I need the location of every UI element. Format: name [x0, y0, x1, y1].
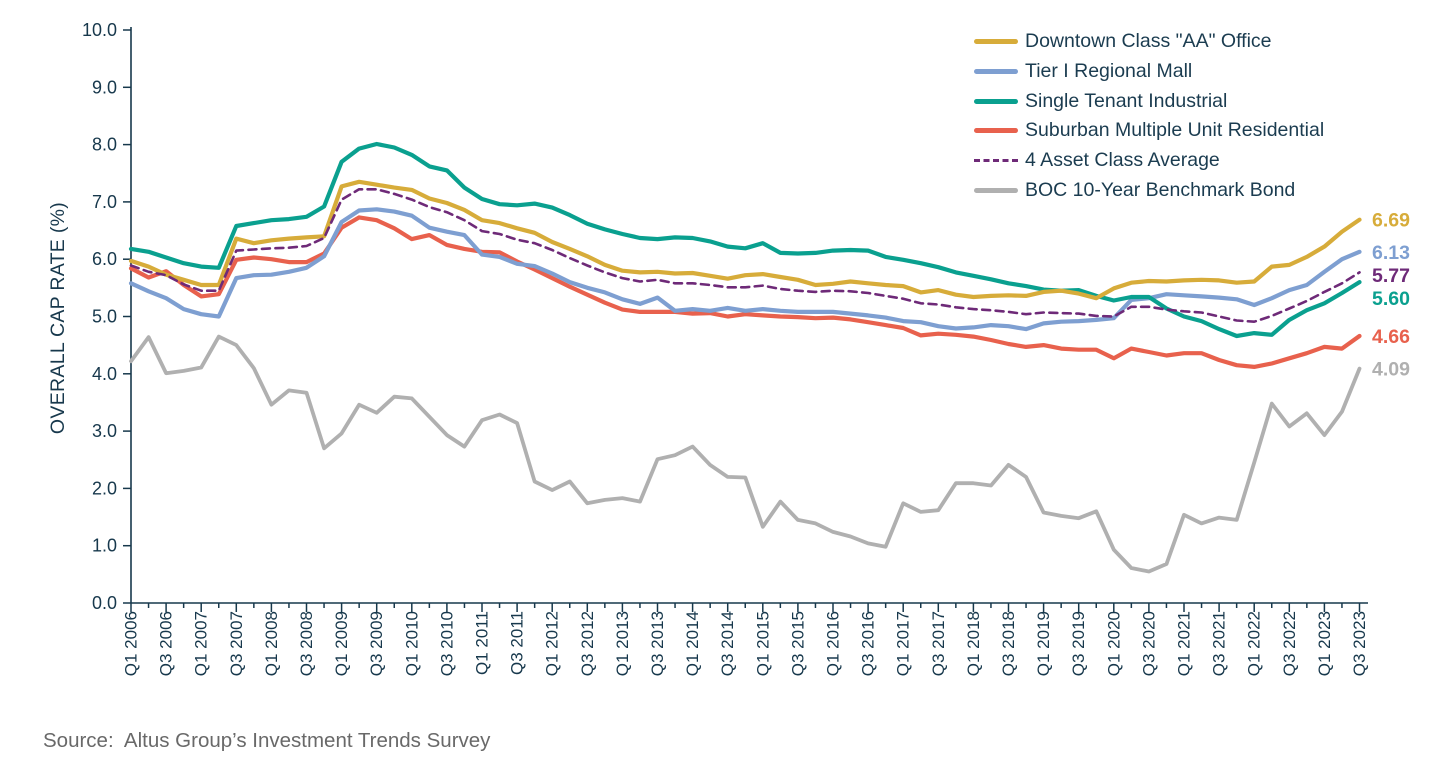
- legend-swatch-4-asset-class-average: [974, 159, 1018, 163]
- legend-label: 4 Asset Class Average: [1025, 149, 1220, 172]
- series-line-4-asset-class-average: [129, 188, 1361, 324]
- x-tick-label: Q3 2007: [227, 611, 246, 676]
- legend-label: Suburban Multiple Unit Residential: [1025, 119, 1325, 142]
- x-tick-label: Q1 2013: [613, 611, 632, 676]
- series-line-downtown-class-aa-office: [128, 179, 1362, 301]
- end-value-tier-i-regional-mall: 6.13: [1372, 242, 1410, 264]
- y-tick-label: 1.0: [92, 536, 117, 556]
- x-tick-label: Q3 2015: [788, 611, 807, 676]
- legend-label: Tier I Regional Mall: [1025, 60, 1193, 83]
- legend-item-boc-10-year-benchmark-bond: BOC 10-Year Benchmark Bond: [974, 175, 1324, 205]
- x-tick-label: Q1 2016: [824, 611, 843, 676]
- x-tick-label: Q3 2022: [1280, 611, 1299, 676]
- x-tick-label: Q3 2021: [1210, 611, 1229, 676]
- y-tick-label: 5.0: [92, 307, 117, 327]
- legend-item-single-tenant-industrial: Single Tenant Industrial: [974, 86, 1324, 116]
- x-tick-label: Q1 2015: [753, 611, 772, 676]
- legend-item-4-asset-class-average: 4 Asset Class Average: [974, 146, 1324, 176]
- x-tick-label: Q1 2009: [332, 611, 351, 676]
- x-tick-label: Q1 2018: [964, 611, 983, 676]
- y-tick-label: 0.0: [92, 593, 117, 613]
- x-tick-label: Q1 2012: [543, 611, 562, 676]
- x-tick-label: Q1 2014: [683, 611, 702, 676]
- x-tick-label: Q3 2017: [929, 611, 948, 676]
- x-tick-label: Q3 2012: [578, 611, 597, 676]
- x-tick-label: Q3 2023: [1350, 611, 1369, 676]
- x-tick-label: Q1 2019: [1034, 611, 1053, 676]
- series-line-tier-i-regional-mall: [128, 207, 1362, 332]
- y-tick-label: 3.0: [92, 421, 117, 441]
- x-tick-label: Q1 2007: [192, 611, 211, 676]
- x-tick-label: Q3 2019: [1069, 611, 1088, 676]
- legend-swatch-tier-i-regional-mall: [974, 69, 1018, 75]
- series-line-suburban-multiple-unit-residential: [128, 215, 1362, 369]
- x-tick-label: Q1 2011: [473, 611, 492, 675]
- x-tick-label: Q1 2020: [1104, 611, 1123, 676]
- end-value-downtown-class-aa-office: 6.69: [1372, 210, 1410, 232]
- series-line-boc-10-year-benchmark-bond: [129, 334, 1362, 574]
- x-tick-label: Q1 2022: [1245, 611, 1264, 676]
- x-tick-label: Q1 2017: [894, 611, 913, 676]
- legend-swatch-single-tenant-industrial: [974, 98, 1018, 104]
- end-value-boc-10-year-benchmark-bond: 4.09: [1372, 359, 1410, 381]
- end-value-4-asset-class-average: 5.77: [1372, 265, 1410, 287]
- x-tick-label: Q1 2010: [402, 611, 421, 676]
- x-tick-label: Q3 2020: [1139, 611, 1158, 676]
- series-line-single-tenant-industrial: [128, 141, 1362, 339]
- y-tick-label: 2.0: [92, 478, 117, 498]
- legend-swatch-suburban-multiple-unit-residential: [974, 128, 1018, 134]
- source-note: Source: Altus Group’s Investment Trends …: [43, 729, 491, 752]
- x-tick-label: Q1 2023: [1315, 611, 1334, 676]
- y-axis-title: OVERALL CAP RATE (%): [47, 202, 69, 434]
- x-tick-label: Q3 2018: [999, 611, 1018, 676]
- legend-label: Single Tenant Industrial: [1025, 89, 1228, 112]
- legend: Downtown Class "AA" Office Tier I Regiona…: [974, 27, 1324, 205]
- end-value-single-tenant-industrial: 5.60: [1372, 288, 1410, 310]
- x-tick-label: Q1 2021: [1175, 611, 1194, 676]
- legend-label: BOC 10-Year Benchmark Bond: [1025, 178, 1296, 201]
- y-tick-label: 6.0: [92, 249, 117, 269]
- x-tick-label: Q3 2016: [859, 611, 878, 676]
- y-tick-label: 10.0: [82, 20, 117, 40]
- legend-swatch-boc-10-year-benchmark-bond: [974, 187, 1018, 193]
- x-tick-label: Q1 2006: [122, 611, 141, 676]
- y-tick-label: 7.0: [92, 192, 117, 212]
- y-tick-label: 9.0: [92, 77, 117, 97]
- legend-item-suburban-multiple-unit-residential: Suburban Multiple Unit Residential: [974, 116, 1324, 146]
- legend-item-tier-i-regional-mall: Tier I Regional Mall: [974, 57, 1324, 87]
- axes: 0.0 1.0 2.0 3.0 4.0 5.0 6.0 7.0 8.0 9.0 10.0 Q1 200…: [82, 20, 1369, 676]
- x-tick-label: Q3 2011: [508, 611, 527, 675]
- legend-label: Downtown Class "AA" Office: [1025, 30, 1272, 53]
- legend-item-downtown-class-aa-office: Downtown Class "AA" Office: [974, 27, 1324, 57]
- x-tick-label: Q3 2006: [157, 611, 176, 676]
- end-value-suburban-multiple-unit-residential: 4.66: [1372, 326, 1410, 348]
- x-tick-label: Q3 2008: [297, 611, 316, 676]
- y-tick-label: 8.0: [92, 135, 117, 155]
- legend-swatch-downtown-class-aa-office: [974, 39, 1018, 45]
- x-tick-label: Q1 2008: [262, 611, 281, 676]
- y-tick-label: 4.0: [92, 364, 117, 384]
- x-tick-label: Q3 2010: [437, 611, 456, 676]
- x-tick-label: Q3 2009: [367, 611, 386, 676]
- x-tick-label: Q3 2014: [718, 611, 737, 676]
- x-tick-label: Q3 2013: [648, 611, 667, 676]
